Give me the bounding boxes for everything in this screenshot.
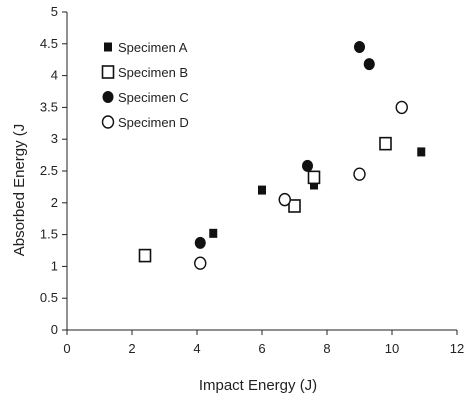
data-point bbox=[307, 170, 321, 185]
y-tick-label: 4.5 bbox=[40, 36, 58, 51]
x-tick-label: 2 bbox=[128, 341, 135, 356]
data-points bbox=[138, 40, 426, 270]
series-3 bbox=[194, 40, 375, 249]
y-tick-label: 4 bbox=[51, 68, 58, 83]
x-tick-label: 10 bbox=[385, 341, 399, 356]
data-point bbox=[194, 256, 207, 270]
x-tick-label: 4 bbox=[193, 341, 200, 356]
y-tick-label: 3 bbox=[51, 131, 58, 146]
y-tick-label: 1.5 bbox=[40, 227, 58, 242]
y-tick-label: 2 bbox=[51, 195, 58, 210]
y-tick-label: 1 bbox=[51, 258, 58, 273]
legend-label: Specimen A bbox=[118, 40, 188, 55]
data-point bbox=[302, 159, 313, 172]
y-tick-label: 2.5 bbox=[40, 163, 58, 178]
legend-label: Specimen D bbox=[118, 115, 189, 130]
legend-marker bbox=[101, 65, 115, 79]
legend: Specimen A Specimen B Specimen C Specimen D bbox=[101, 40, 189, 130]
legend-marker bbox=[102, 91, 114, 103]
axes: 0 0.5 1 1.5 2 2.5 3 3.5 4 4.5 5 0 2 4 6 8 10 12 bbox=[40, 4, 464, 356]
y-tick-label: 0.5 bbox=[40, 290, 58, 305]
legend-marker bbox=[101, 115, 115, 129]
data-point bbox=[363, 58, 375, 71]
series-4 bbox=[194, 100, 408, 270]
data-point bbox=[395, 100, 408, 115]
legend-label: Specimen C bbox=[118, 90, 189, 105]
legend-label: Specimen B bbox=[118, 65, 188, 80]
series-1 bbox=[209, 147, 426, 238]
data-point bbox=[258, 185, 266, 195]
y-axis-label: Absorbed Energy (J bbox=[11, 124, 28, 257]
x-tick-label: 12 bbox=[450, 341, 464, 356]
data-point bbox=[379, 136, 392, 151]
data-point bbox=[417, 147, 426, 157]
x-tick-label: 6 bbox=[258, 341, 265, 356]
y-tick-label: 5 bbox=[51, 4, 58, 19]
data-point bbox=[288, 199, 301, 213]
data-point bbox=[310, 180, 318, 190]
legend-item: Specimen C bbox=[102, 90, 189, 105]
x-axis-label: Impact Energy (J) bbox=[199, 377, 317, 394]
legend-item: Specimen D bbox=[101, 115, 189, 130]
data-point bbox=[354, 40, 365, 53]
x-tick-label: 0 bbox=[63, 341, 70, 356]
y-tick-label: 0 bbox=[51, 322, 58, 337]
data-point bbox=[278, 192, 291, 207]
legend-item: Specimen B bbox=[101, 65, 188, 80]
data-point bbox=[209, 228, 218, 238]
y-tick-label: 3.5 bbox=[40, 99, 58, 114]
legend-item: Specimen A bbox=[104, 40, 188, 55]
data-point bbox=[138, 248, 152, 263]
data-point bbox=[194, 236, 206, 249]
x-tick-label: 8 bbox=[323, 341, 330, 356]
data-point bbox=[353, 167, 366, 181]
legend-marker bbox=[104, 42, 112, 52]
series-2 bbox=[138, 136, 392, 263]
